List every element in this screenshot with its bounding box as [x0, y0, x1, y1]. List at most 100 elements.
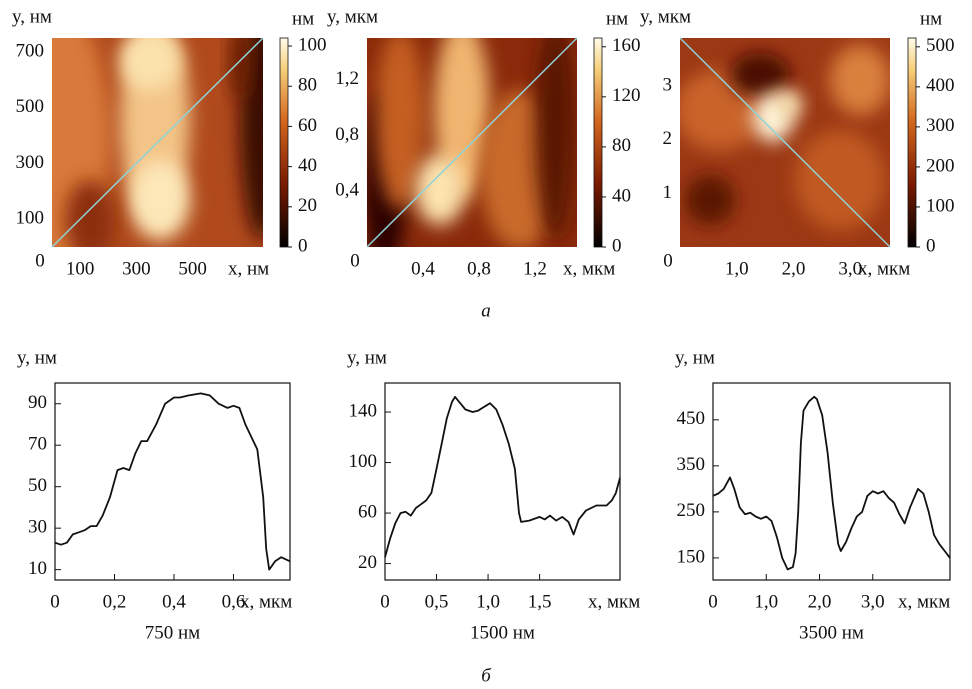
caption: 1500 нм	[470, 622, 535, 643]
y-axis-label: y, мкм	[640, 6, 691, 27]
x-axis-label: x, мкм	[858, 258, 910, 279]
afm-feature	[240, 38, 263, 240]
colorbar	[593, 37, 603, 248]
y-axis-label: y, нм	[12, 6, 52, 27]
colorbar-tick-label: 40	[612, 185, 631, 206]
caption: а	[481, 300, 491, 321]
afm-feature	[795, 130, 885, 230]
profile-curve	[384, 396, 621, 558]
colorbar-tick-label: 0	[298, 235, 308, 256]
x-tick-label: 500	[178, 258, 207, 279]
x-tick-label: 2,0	[782, 258, 806, 279]
colorbar-tick-label: 80	[612, 135, 631, 156]
x-tick-label: 0	[50, 591, 60, 612]
y-tick-label: 0,4	[335, 180, 359, 201]
x-tick-label: 3,0	[861, 591, 885, 612]
x-tick-label: 1,0	[476, 591, 500, 612]
caption: 3500 нм	[799, 622, 864, 643]
y-tick-label: 300	[16, 152, 45, 173]
y-tick-label: 90	[28, 392, 47, 413]
y-axis-label: y, нм	[17, 347, 57, 368]
y-axis-label: y, мкм	[327, 6, 378, 27]
colorbar-tick-label: 500	[926, 35, 955, 56]
x-tick-label: 0,4	[162, 591, 186, 612]
x-tick-label: 0,2	[103, 591, 127, 612]
x-axis-label: x, мкм	[898, 591, 950, 612]
x-tick-label: 0,5	[425, 591, 449, 612]
colorbar-tick-label: 200	[926, 155, 955, 176]
afm-feature	[375, 38, 425, 210]
profile-curve	[712, 395, 951, 571]
afm-feature	[535, 38, 575, 240]
colorbar	[279, 37, 289, 248]
colorbar-tick-label: 20	[298, 195, 317, 216]
y-tick-label: 3	[663, 75, 673, 96]
y-tick-label: 350	[677, 454, 706, 475]
y-tick-label: 500	[16, 96, 45, 117]
colorbar-tick-label: 160	[612, 35, 641, 56]
y-tick-label: 30	[28, 517, 47, 538]
x-tick-label: 0	[35, 250, 45, 271]
y-tick-label: 50	[28, 475, 47, 496]
y-tick-label: 140	[349, 400, 378, 421]
y-tick-label: 70	[28, 434, 47, 455]
profile-line	[51, 37, 264, 248]
x-tick-label: 1,0	[725, 258, 749, 279]
afm-feature	[120, 38, 180, 90]
afm-feature	[415, 155, 465, 225]
y-tick-label: 10	[28, 558, 47, 579]
colorbar-tick-label: 60	[298, 115, 317, 136]
x-tick-label: 0	[380, 591, 390, 612]
plot-frame	[384, 382, 621, 581]
y-tick-label: 100	[349, 451, 378, 472]
colorbar-tick-label: 100	[298, 34, 327, 55]
profile-line	[679, 37, 891, 248]
afm-image	[52, 38, 263, 247]
afm-feature	[730, 53, 790, 97]
x-tick-label: 0	[708, 591, 718, 612]
colorbar-label: нм	[292, 8, 314, 29]
afm-feature	[685, 175, 735, 225]
y-tick-label: 100	[16, 207, 45, 228]
y-tick-label: 2	[663, 128, 673, 149]
x-tick-label: 2,0	[808, 591, 832, 612]
afm-feature	[830, 45, 890, 115]
y-axis-label: y, нм	[675, 347, 715, 368]
x-tick-label: 1,0	[754, 591, 778, 612]
x-tick-label: 3,0	[838, 258, 862, 279]
x-tick-label: 0,6	[222, 591, 246, 612]
y-tick-label: 1,2	[335, 68, 359, 89]
y-tick-label: 250	[677, 500, 706, 521]
afm-feature	[230, 38, 250, 100]
colorbar-tick-label: 120	[612, 85, 641, 106]
y-tick-label: 20	[358, 552, 377, 573]
y-tick-label: 1	[663, 182, 673, 203]
x-axis-label: x, мкм	[563, 258, 615, 279]
colorbar-tick-label: 100	[926, 195, 955, 216]
caption: 750 нм	[145, 622, 200, 643]
profile-curve	[54, 392, 291, 571]
y-tick-label: 150	[677, 546, 706, 567]
x-axis-label: x, нм	[228, 258, 269, 279]
x-tick-label: 0	[350, 250, 360, 271]
colorbar-tick-label: 80	[298, 75, 317, 96]
x-tick-label: 0,4	[411, 258, 435, 279]
x-axis-label: x, мкм	[240, 591, 292, 612]
colorbar	[907, 37, 917, 248]
colorbar-label: нм	[920, 8, 942, 29]
colorbar-tick-label: 300	[926, 115, 955, 136]
y-tick-label: 0,8	[335, 124, 359, 145]
x-tick-label: 100	[66, 258, 95, 279]
afm-feature	[774, 90, 802, 118]
plot-frame	[54, 382, 291, 581]
y-tick-label: 700	[16, 40, 45, 61]
y-axis-label: y, нм	[347, 347, 387, 368]
colorbar-label: нм	[606, 8, 628, 29]
x-axis-label: x, мкм	[588, 591, 640, 612]
x-tick-label: 0,8	[467, 258, 491, 279]
x-tick-label: 1,5	[528, 591, 552, 612]
plot-frame	[712, 382, 951, 581]
caption: б	[481, 665, 492, 686]
y-tick-label: 450	[677, 408, 706, 429]
